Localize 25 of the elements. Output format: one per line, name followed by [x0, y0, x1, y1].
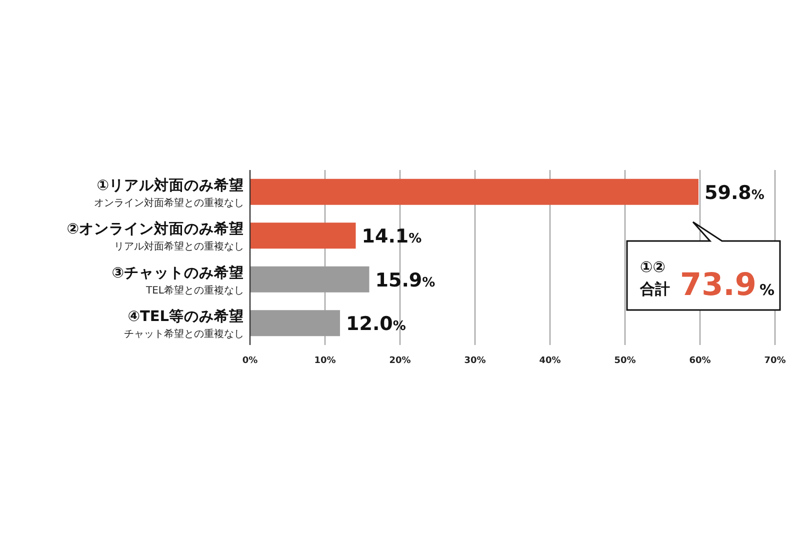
x-tick-label: 30%: [464, 356, 486, 366]
x-tick-label: 60%: [689, 356, 711, 366]
data-label: 59.8%: [704, 182, 764, 204]
y-tick-label: ③チャットのみ希望: [112, 264, 244, 282]
data-label: 12.0%: [346, 313, 406, 336]
y-tick-label: ④TEL等のみ希望: [128, 308, 244, 326]
annotation: ①②: [640, 258, 666, 276]
x-tick-label: 50%: [614, 356, 636, 366]
data-label: 14.1%: [362, 226, 422, 248]
x-tick-label: 10%: [314, 356, 336, 366]
bar: [250, 178, 698, 205]
annotation: 合計: [639, 280, 670, 298]
annotation: 73.9%: [680, 267, 775, 303]
x-tick-label: 40%: [539, 356, 561, 366]
data-label: 15.9%: [375, 269, 436, 292]
text: オンライン対面希望との重複なし: [94, 196, 244, 209]
text: リアル対面希望との重複なし: [114, 240, 244, 253]
x-tick-label: 70%: [764, 356, 786, 366]
text: TEL希望との重複なし: [145, 284, 244, 296]
x-tick-label: 0%: [242, 356, 258, 366]
x-tick-label: 20%: [389, 356, 411, 366]
text: チャット希望との重複なし: [124, 328, 244, 340]
bar: [250, 222, 356, 249]
y-tick-label: ②オンライン対面のみ希望: [66, 220, 244, 238]
y-tick-label: ①リアル対面のみ希望: [96, 176, 244, 194]
